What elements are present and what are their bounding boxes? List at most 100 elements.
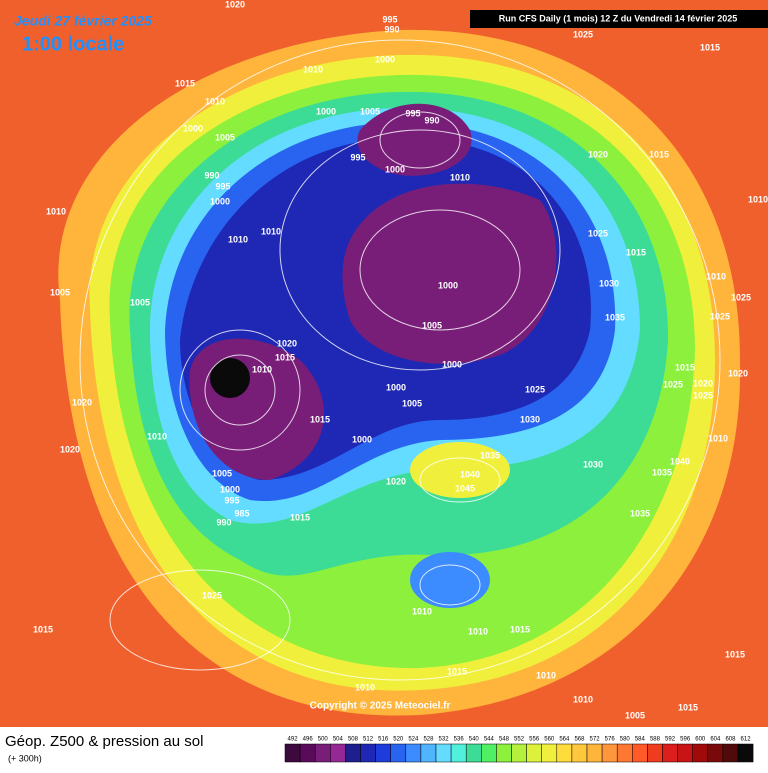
- isobar-label: 1015: [510, 624, 530, 634]
- scale-swatch: [465, 743, 482, 763]
- isobar-label: 1010: [303, 64, 323, 74]
- isobar-label: 1010: [708, 433, 728, 443]
- isobar-label: 990: [384, 24, 399, 34]
- isobar-label: 1010: [573, 694, 593, 704]
- isobar-label: 1005: [422, 320, 442, 330]
- scale-label: 572: [590, 737, 601, 743]
- isobar-label: 1025: [573, 29, 593, 39]
- isobar-label: 1025: [588, 228, 608, 238]
- scale-label: 580: [620, 737, 631, 743]
- scale-swatch: [390, 743, 407, 763]
- isobar-label: 1020: [588, 149, 608, 159]
- isobar-label: 1005: [50, 287, 70, 297]
- map-title: Géop. Z500 & pression au sol: [5, 733, 203, 750]
- scale-label: 492: [288, 737, 299, 743]
- scale-label: 528: [423, 737, 434, 743]
- isobar-label: 1015: [675, 362, 695, 372]
- scale-label: 532: [439, 737, 450, 743]
- isobar-label: 1030: [599, 278, 619, 288]
- isobar-label: 1010: [46, 206, 66, 216]
- isobar-label: 1020: [693, 378, 713, 388]
- isobar-label: 1020: [277, 338, 297, 348]
- scale-swatch: [526, 743, 542, 763]
- isobar-label: 1035: [652, 467, 672, 477]
- scale-label: 516: [378, 737, 389, 743]
- isobar-label: 1015: [275, 352, 295, 362]
- scale-swatch: [722, 743, 739, 763]
- isobar-label: 995: [350, 152, 365, 162]
- isobar-label: 1010: [252, 364, 272, 374]
- isobar-label: 995: [382, 14, 397, 24]
- isobar-label: 1000: [438, 280, 458, 290]
- isobar-label: 1005: [130, 297, 150, 307]
- scale-swatch: [299, 743, 316, 763]
- scale-swatch: [737, 743, 754, 763]
- isobar-label: 1000: [442, 359, 462, 369]
- isobar-label: 1005: [625, 710, 645, 720]
- scale-label: 512: [363, 737, 374, 743]
- isobar-label: 1005: [212, 468, 232, 478]
- scale-label: 508: [348, 737, 359, 743]
- scale-label: 524: [408, 737, 419, 743]
- scale-label: 592: [665, 737, 676, 743]
- isobar-label: 1010: [147, 431, 167, 441]
- scale-swatch: [360, 743, 376, 763]
- lead-time: (+ 300h): [8, 753, 42, 763]
- scale-label: 540: [469, 737, 480, 743]
- isobar-label: 985: [234, 508, 249, 518]
- isobar-label: 1005: [215, 132, 235, 142]
- isobar-label: 1010: [228, 234, 248, 244]
- scale-swatch: [707, 743, 724, 763]
- scale-label: 548: [499, 737, 510, 743]
- isobar-label: 1015: [626, 247, 646, 257]
- isobar-label: 1000: [375, 54, 395, 64]
- isobar-label: 1015: [175, 78, 195, 88]
- isobar-label: 1020: [728, 368, 748, 378]
- scale-swatch: [330, 743, 346, 763]
- scale-swatch: [405, 743, 422, 763]
- isobar-label: 1010: [355, 682, 375, 692]
- scale-swatch: [435, 743, 452, 763]
- scale-label: 544: [484, 737, 495, 743]
- isobar-label: 1035: [480, 450, 500, 460]
- scale-label: 552: [514, 737, 525, 743]
- isobar-label: 1000: [316, 106, 336, 116]
- isobar-label: 1025: [710, 311, 730, 321]
- scale-label: 560: [544, 737, 555, 743]
- scale-label: 604: [710, 737, 721, 743]
- isobar-label: 1010: [706, 271, 726, 281]
- isobar-label: 995: [215, 181, 230, 191]
- scale-swatch: [450, 743, 467, 763]
- scale-swatch: [345, 743, 361, 763]
- isobar-label: 1020: [386, 476, 406, 486]
- isobar-label: 1020: [72, 397, 92, 407]
- scale-label: 504: [333, 737, 344, 743]
- scale-label: 568: [574, 737, 585, 743]
- scale-label: 600: [695, 737, 706, 743]
- scale-label: 536: [454, 737, 465, 743]
- isobar-label: 1015: [725, 649, 745, 659]
- scale-label: 556: [529, 737, 540, 743]
- scale-swatch: [481, 743, 497, 763]
- isobar-label: 1015: [290, 512, 310, 522]
- isobar-label: 1000: [385, 164, 405, 174]
- isobar-label: 1020: [60, 444, 80, 454]
- isobar-label: 1045: [455, 483, 475, 493]
- run-info: Run CFS Daily (1 mois) 12 Z du Vendredi …: [499, 13, 738, 23]
- isobar-label: 1030: [583, 459, 603, 469]
- isobar-label: 990: [424, 115, 439, 125]
- isobar-label: 1040: [670, 456, 690, 466]
- color-scale: 492 496 500 504 508 512 516 520 524 528 532 536 540 5…: [284, 737, 754, 763]
- scale-label: 608: [725, 737, 736, 743]
- isobar-label: 1025: [693, 390, 713, 400]
- isobar-label: 1025: [525, 384, 545, 394]
- isobar-label: 1010: [261, 226, 281, 236]
- isobar-label: 1015: [649, 149, 669, 159]
- isobar-label: 1020: [225, 0, 245, 9]
- scale-label: 520: [393, 737, 404, 743]
- scale-label: 584: [635, 737, 646, 743]
- valid-date: Jeudi 27 février 2025: [14, 13, 152, 29]
- isobar-label: 1000: [386, 382, 406, 392]
- scale-swatch: [662, 743, 678, 763]
